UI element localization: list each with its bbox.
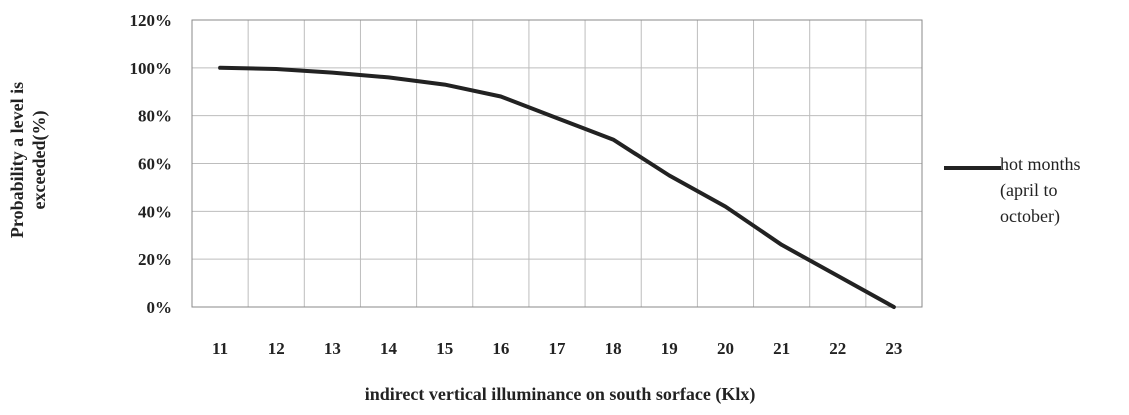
x-tick-label: 19 (661, 339, 678, 358)
x-tick-label: 13 (324, 339, 341, 358)
x-tick-label: 12 (268, 339, 285, 358)
x-tick-label: 22 (829, 339, 846, 358)
x-tick-label: 21 (773, 339, 790, 358)
x-tick-label: 11 (212, 339, 228, 358)
y-axis-title-line-1: Probability a level is (7, 82, 27, 238)
series-lines (220, 68, 894, 307)
series-line-hot-months (220, 68, 894, 307)
x-tick-label: 15 (436, 339, 453, 358)
y-tick-label: 120% (130, 11, 173, 30)
x-axis-tick-labels: 11 12 13 14 15 16 17 18 19 20 21 22 23 (212, 339, 902, 358)
legend-label-line-1: hot months (1000, 154, 1081, 174)
y-axis-tick-labels: 0% 20% 40% 60% 80% 100% 120% (130, 11, 173, 317)
x-axis-title: indirect vertical illuminance on south s… (365, 384, 756, 405)
y-tick-label: 80% (138, 107, 172, 126)
legend: hot months (april to october) (944, 154, 1081, 227)
y-tick-label: 0% (147, 298, 173, 317)
x-tick-label: 23 (885, 339, 902, 358)
legend-label-line-2: (april to (1000, 180, 1057, 201)
x-tick-label: 14 (380, 339, 398, 358)
x-tick-label: 17 (549, 339, 567, 358)
y-tick-label: 40% (138, 202, 172, 221)
y-tick-label: 20% (138, 250, 172, 269)
legend-label-line-3: october) (1000, 206, 1060, 227)
y-tick-label: 100% (130, 59, 173, 78)
x-tick-label: 18 (605, 339, 622, 358)
x-tick-label: 16 (492, 339, 509, 358)
y-tick-label: 60% (138, 155, 172, 174)
x-tick-label: 20 (717, 339, 734, 358)
y-axis-title-line-2: exceeded(%) (29, 111, 50, 210)
